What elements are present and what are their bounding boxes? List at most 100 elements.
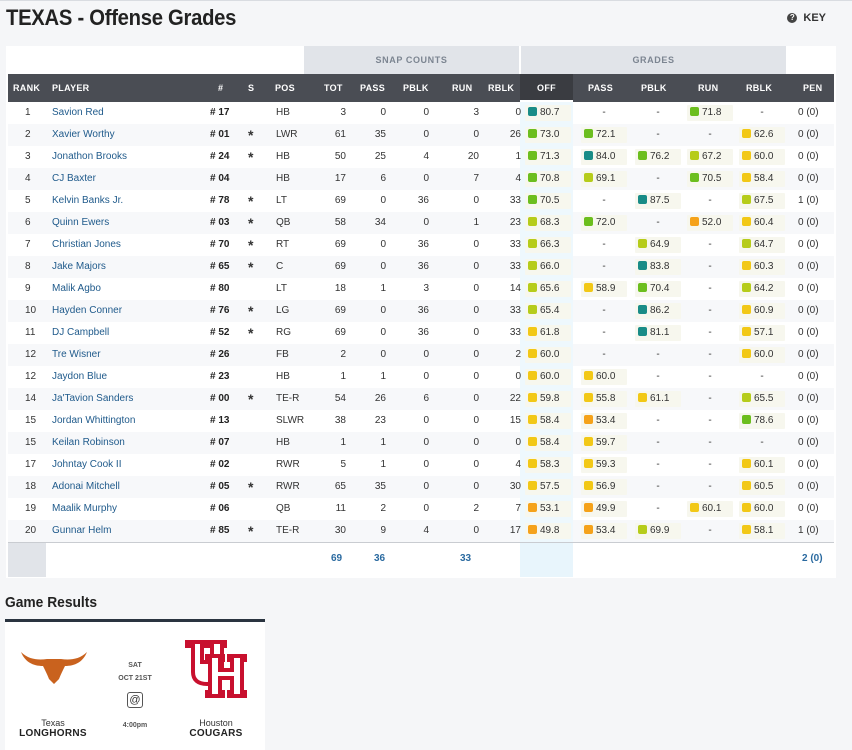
position: LT [276,195,287,206]
snaps-total: 58 [334,217,346,228]
table-row[interactable]: 7 Christian Jones # 70 * RT 69 0 36 0 33 0 (0) 66.3… [8,234,834,256]
snaps-pass: 6 [380,173,386,184]
grade-pass-value: 59.3 [596,459,616,470]
player-name[interactable]: CJ Baxter [52,173,96,184]
grade-pass-value: 60.0 [596,371,616,382]
table-row[interactable]: 14 Ja'Tavion Sanders # 00 * TE-R 54 26 6 0 22 0 (0… [8,388,834,410]
snaps-run: 0 [473,305,479,316]
table-row[interactable]: 20 Gunnar Helm # 85 * TE-R 30 9 4 0 17 1 (0) 49.8 53… [8,520,834,542]
player-name[interactable]: Ja'Tavion Sanders [52,393,134,404]
col-grade-pass[interactable]: PASS [588,83,614,93]
table-row[interactable]: 17 Johntay Cook II # 02 RWR 5 1 0 0 4 0 (0) 58.3 59… [8,454,834,476]
snaps-pass: 9 [380,525,386,536]
player-name[interactable]: Christian Jones [52,239,121,250]
grade-off-value: 66.0 [540,261,560,272]
snaps-run: 0 [473,459,479,470]
table-row[interactable]: 19 Maalik Murphy # 06 QB 11 2 0 2 7 0 (0) 53.1 49.9… [8,498,834,520]
player-name[interactable]: Xavier Worthy [52,129,115,140]
grade-color-icon [742,393,751,402]
player-name[interactable]: Hayden Conner [52,305,123,316]
snaps-rblk: 0 [515,371,521,382]
snaps-rblk: 33 [509,239,521,250]
col-snaps-pblk[interactable]: PBLK [403,83,429,93]
player-name[interactable]: Jaydon Blue [52,371,108,382]
table-row[interactable]: 18 Adonai Mitchell # 05 * RWR 65 35 0 0 30 0 (0) 57… [8,476,834,498]
table-row[interactable]: 3 Jonathon Brooks # 24 * HB 50 25 4 20 1 0 (0) 71.3… [8,146,834,168]
table-row[interactable]: 4 CJ Baxter # 04 HB 17 6 0 7 4 0 (0) 70.8 69.1 - 70.5… [8,168,834,190]
table-row[interactable]: 11 DJ Campbell # 52 * RG 69 0 36 0 33 0 (0) 61.8 - 81… [8,322,834,344]
table-row[interactable]: 2 Xavier Worthy # 01 * LWR 61 35 0 0 26 0 (0) 73.0 7… [8,124,834,146]
grade-rblk-value: 60.0 [754,503,774,514]
table-row[interactable]: 5 Kelvin Banks Jr. # 78 * LT 69 0 36 0 33 1 (0) 70.… [8,190,834,212]
col-snaps-total[interactable]: TOT [324,83,343,93]
table-row[interactable]: 15 Keilan Robinson # 07 HB 1 1 0 0 0 0 (0) 58.4 59.… [8,432,834,454]
rank: 17 [25,459,37,470]
col-player[interactable]: PLAYER [52,83,90,93]
penalties: 1 (0) [798,525,819,536]
rank: 15 [25,437,37,448]
player-name[interactable]: Kelvin Banks Jr. [52,195,124,206]
col-grade-off[interactable]: OFF [520,74,573,102]
player-name[interactable]: Malik Agbo [52,283,101,294]
grade-pblk-empty: - [656,173,660,184]
key-button[interactable]: ? KEY [787,12,826,24]
player-name[interactable]: Tre Wisner [52,349,101,360]
table-row[interactable]: 9 Malik Agbo # 80 LT 18 1 3 0 14 0 (0) 65.6 58.9 70.… [8,278,834,300]
grade-color-icon [742,217,751,226]
player-name[interactable]: Jordan Whittington [52,415,136,426]
grade-off: 66.0 [525,259,571,275]
player-name[interactable]: Gunnar Helm [52,525,112,536]
game-card[interactable]: Texas LONGHORNS SAT OCT 21ST @ 4:00pm Ho… [5,619,265,750]
grade-pblk-value: 83.8 [650,261,670,272]
table-row[interactable]: 12 Tre Wisner # 26 FB 2 0 0 0 2 0 (0) 60.0 - - - 60.0 [8,344,834,366]
col-position[interactable]: POS [275,83,295,93]
player-name[interactable]: Adonai Mitchell [52,481,120,492]
snaps-run: 0 [473,349,479,360]
player-name[interactable]: Jake Majors [52,261,106,272]
col-snaps-rblk[interactable]: RBLK [488,83,515,93]
rank: 9 [25,283,31,294]
player-name[interactable]: Quinn Ewers [52,217,110,228]
player-name[interactable]: Keilan Robinson [52,437,125,448]
snaps-pblk: 3 [423,283,429,294]
grade-off-value: 68.3 [540,217,560,228]
table-row[interactable]: 6 Quinn Ewers # 03 * QB 58 34 0 1 23 0 (0) 68.3 72.0… [8,212,834,234]
col-snaps-run[interactable]: RUN [452,83,473,93]
snaps-run: 0 [473,481,479,492]
table-row[interactable]: 12 Jaydon Blue # 23 HB 1 1 0 0 0 0 (0) 60.0 60.0 - - - [8,366,834,388]
player-name[interactable]: Savion Red [52,107,104,118]
table-row[interactable]: 15 Jordan Whittington # 13 SLWR 38 23 0 0 15 0 (0… [8,410,834,432]
grade-run: 71.8 [687,105,733,121]
player-name[interactable]: Maalik Murphy [52,503,118,514]
penalties: 0 (0) [798,283,819,294]
col-starter[interactable]: S [248,83,255,93]
snaps-rblk: 1 [515,151,521,162]
grade-color-icon [638,393,647,402]
col-grade-rblk[interactable]: RBLK [746,83,773,93]
col-number[interactable]: # [218,83,224,93]
col-grade-pblk[interactable]: PBLK [641,83,667,93]
grade-color-icon [742,327,751,336]
grade-pblk: - [635,347,681,363]
col-penalties[interactable]: PEN [803,83,823,93]
grade-rblk: 60.0 [739,347,785,363]
grade-color-icon [638,305,647,314]
col-rank[interactable]: RANK [13,83,41,93]
grade-pblk-empty: - [656,459,660,470]
jersey-number: # 78 [210,195,230,206]
table-row[interactable]: 10 Hayden Conner # 76 * LG 69 0 36 0 33 0 (0) 65.4 -… [8,300,834,322]
player-name[interactable]: Jonathon Brooks [52,151,128,162]
player-name[interactable]: DJ Campbell [52,327,110,338]
grade-off-value: 59.8 [540,393,560,404]
grade-run: 67.2 [687,149,733,165]
table-row[interactable]: 1 Savion Red # 17 HB 3 0 0 3 0 0 (0) 80.7 - - 71.8 - [8,102,834,124]
col-snaps-pass[interactable]: PASS [360,83,386,93]
col-grade-run[interactable]: RUN [698,83,719,93]
away-team-name: LONGHORNS [19,728,87,739]
grade-off-value: 70.8 [540,173,560,184]
table-row[interactable]: 8 Jake Majors # 65 * C 69 0 36 0 33 0 (0) 66.0 - 83.8… [8,256,834,278]
grade-rblk-value: 64.7 [754,239,774,250]
grade-pblk: - [635,501,681,517]
player-name[interactable]: Johntay Cook II [52,459,122,470]
grade-pass-value: 58.9 [596,283,616,294]
